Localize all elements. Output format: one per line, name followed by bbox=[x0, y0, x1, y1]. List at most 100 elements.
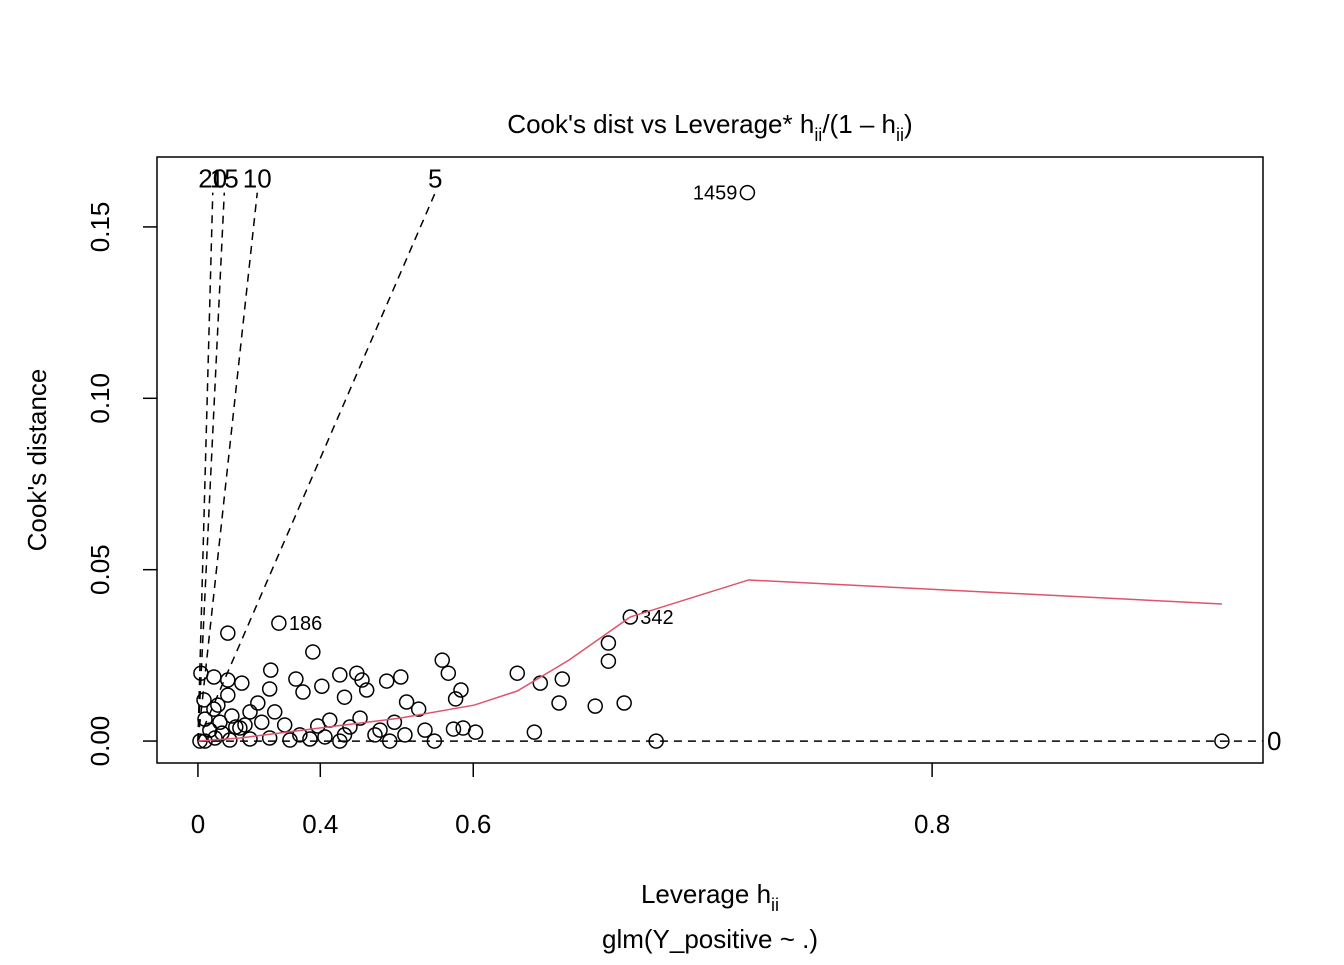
point bbox=[276, 717, 293, 733]
contour-label: 15 bbox=[210, 164, 239, 194]
point bbox=[206, 669, 222, 685]
point bbox=[551, 695, 567, 711]
point bbox=[417, 722, 433, 738]
subscript: ii bbox=[771, 895, 779, 915]
point bbox=[288, 671, 304, 687]
point bbox=[292, 727, 308, 743]
labeled-point bbox=[622, 609, 639, 625]
smooth-line bbox=[197, 579, 1222, 742]
point bbox=[426, 733, 443, 749]
point bbox=[445, 721, 462, 737]
point bbox=[554, 671, 571, 687]
point bbox=[262, 662, 279, 678]
point bbox=[220, 672, 236, 688]
point bbox=[314, 678, 330, 694]
point bbox=[196, 692, 212, 708]
y-tick-label: 0.05 bbox=[85, 544, 115, 595]
point bbox=[381, 733, 398, 749]
x-tick-label: 0.8 bbox=[914, 809, 950, 839]
point bbox=[261, 681, 278, 697]
point bbox=[336, 689, 353, 705]
point bbox=[354, 672, 370, 688]
text-part: ) bbox=[904, 109, 913, 139]
point bbox=[587, 698, 603, 714]
point bbox=[212, 714, 228, 730]
contour-label: 5 bbox=[428, 164, 442, 194]
point bbox=[1214, 733, 1230, 749]
point bbox=[242, 731, 258, 747]
point bbox=[440, 665, 457, 681]
point bbox=[210, 697, 226, 713]
point bbox=[453, 682, 469, 698]
text-part: /(1 – h bbox=[822, 109, 896, 139]
point bbox=[266, 704, 283, 720]
point bbox=[310, 718, 326, 734]
x-tick-label: 0 bbox=[191, 809, 205, 839]
y-tick-label: 0.10 bbox=[85, 373, 115, 424]
contour-line bbox=[197, 192, 226, 742]
point-label: 342 bbox=[640, 607, 673, 629]
labeled-point bbox=[271, 615, 287, 631]
point bbox=[616, 695, 632, 711]
point bbox=[397, 727, 413, 743]
labeled-point bbox=[739, 184, 756, 201]
y-tick-label: 0.00 bbox=[85, 716, 115, 767]
point bbox=[237, 717, 253, 733]
point bbox=[467, 724, 484, 740]
contour-label: 20 bbox=[198, 164, 227, 194]
point bbox=[295, 684, 311, 700]
point bbox=[214, 725, 230, 741]
point bbox=[228, 719, 244, 735]
contour-line bbox=[197, 192, 436, 742]
contour-label: 0 bbox=[1267, 726, 1281, 756]
point bbox=[600, 635, 617, 651]
point bbox=[378, 673, 395, 689]
x-tick-label: 0.6 bbox=[455, 809, 491, 839]
point bbox=[250, 695, 266, 711]
point-label: 186 bbox=[289, 613, 322, 635]
point bbox=[372, 722, 388, 738]
point bbox=[342, 719, 358, 735]
point bbox=[367, 727, 383, 743]
subscript: ii bbox=[814, 125, 822, 145]
point bbox=[242, 704, 258, 720]
point bbox=[220, 687, 236, 703]
plot-frame bbox=[156, 156, 1264, 764]
y-tick-label: 0.15 bbox=[85, 202, 115, 253]
point bbox=[393, 669, 409, 685]
point bbox=[526, 724, 543, 740]
point bbox=[386, 714, 403, 730]
point bbox=[261, 730, 278, 746]
y-axis-label: Cook's distance bbox=[22, 369, 52, 552]
point bbox=[220, 625, 236, 641]
chart-title: Cook's dist vs Leverage* hii/(1 – hii) bbox=[507, 109, 912, 145]
point bbox=[509, 665, 526, 681]
point bbox=[282, 732, 298, 748]
point bbox=[254, 714, 270, 730]
point bbox=[332, 667, 348, 683]
point bbox=[206, 701, 222, 717]
point bbox=[358, 682, 375, 698]
text-part: Leverage h bbox=[641, 879, 771, 909]
point bbox=[234, 675, 250, 691]
point bbox=[317, 729, 333, 745]
point-label: 1459 bbox=[693, 183, 738, 205]
point bbox=[398, 694, 415, 710]
contour-label: 10 bbox=[243, 164, 272, 194]
point bbox=[352, 710, 368, 726]
point bbox=[410, 701, 427, 717]
point bbox=[302, 731, 318, 747]
point bbox=[434, 652, 450, 668]
subtitle: glm(Y_positive ~ .) bbox=[602, 924, 818, 954]
contour-line bbox=[197, 192, 259, 742]
point bbox=[224, 708, 240, 724]
point bbox=[305, 644, 321, 660]
x-tick-label: 0.4 bbox=[302, 809, 338, 839]
text-part: Cook's dist vs Leverage* h bbox=[507, 109, 814, 139]
point bbox=[332, 733, 348, 749]
point bbox=[600, 653, 617, 669]
point bbox=[447, 691, 464, 707]
point bbox=[532, 675, 549, 691]
